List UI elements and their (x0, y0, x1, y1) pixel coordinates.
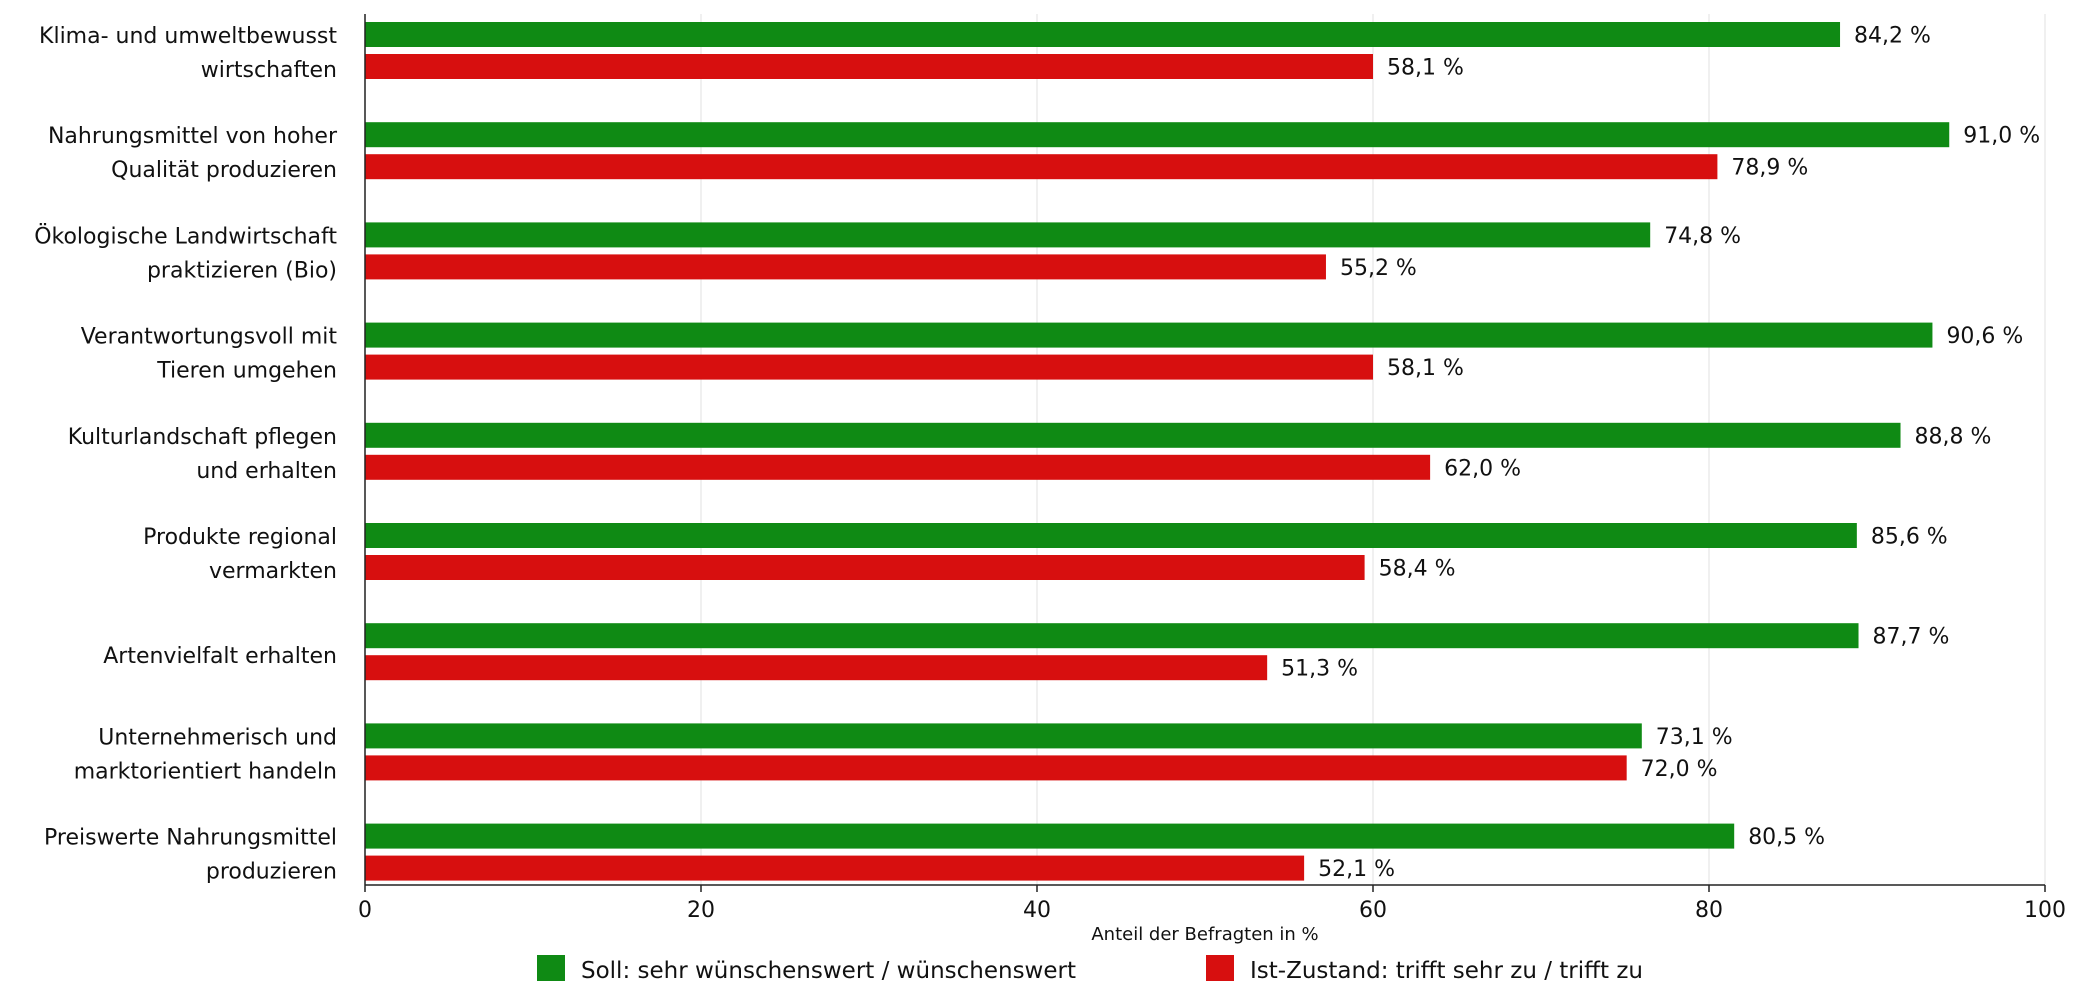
data-label-ist-0: 58,1 % (1387, 56, 1464, 81)
category-label-8-line-0: Preiswerte Nahrungsmittel (44, 826, 337, 851)
bar-ist-1 (365, 154, 1718, 180)
data-label-ist-4: 62,0 % (1444, 456, 1521, 481)
data-label-soll-7: 73,1 % (1656, 725, 1733, 750)
bar-ist-8 (365, 855, 1305, 881)
category-label-4-line-1: und erhalten (196, 459, 337, 484)
bar-ist-7 (365, 755, 1627, 781)
bar-soll-8 (365, 823, 1735, 849)
data-label-soll-4: 88,8 % (1915, 424, 1992, 449)
x-tick-label-4: 80 (1695, 898, 1723, 923)
data-label-soll-5: 85,6 % (1871, 525, 1948, 550)
bar-soll-5 (365, 523, 1857, 548)
data-label-soll-2: 74,8 % (1664, 224, 1741, 249)
data-label-ist-2: 55,2 % (1340, 256, 1417, 281)
bar-ist-3 (365, 354, 1373, 380)
bar-soll-2 (365, 222, 1651, 248)
category-label-0-line-0: Klima- und umweltbewusst (39, 24, 337, 49)
data-label-ist-3: 58,1 % (1387, 356, 1464, 381)
category-label-5-line-0: Produkte regional (143, 525, 337, 550)
data-label-ist-8: 52,1 % (1318, 857, 1395, 882)
legend-label-ist: Ist-Zustand: trifft sehr zu / trifft zu (1250, 958, 1643, 981)
legend-label-soll: Soll: sehr wünschenswert / wünschenswert (581, 958, 1076, 981)
data-label-ist-5: 58,4 % (1379, 557, 1456, 582)
bar-ist-2 (365, 254, 1326, 280)
legend-swatch-ist (1206, 955, 1234, 983)
data-label-soll-1: 91,0 % (1963, 124, 2040, 149)
category-label-0-line-1: wirtschaften (201, 58, 337, 83)
bar-ist-4 (365, 454, 1431, 480)
category-label-3-line-0: Verantwortungsvoll mit (81, 325, 338, 350)
x-tick-label-1: 20 (687, 898, 715, 923)
bar-soll-0 (365, 22, 1841, 47)
bar-soll-3 (365, 322, 1933, 348)
category-label-6: Artenvielfalt erhalten (103, 644, 337, 669)
data-label-soll-6: 87,7 % (1873, 625, 1950, 650)
x-tick-label-3: 60 (1359, 898, 1387, 923)
category-label-1-line-0: Nahrungsmittel von hoher (48, 124, 338, 149)
bar-soll-7 (365, 723, 1642, 749)
x-axis-title: Anteil der Befragten in % (1091, 924, 1318, 945)
x-tick-label-0: 0 (358, 898, 372, 923)
x-tick-label-5: 100 (2024, 898, 2066, 923)
category-label-8-line-1: produzieren (206, 860, 337, 885)
bar-soll-1 (365, 122, 1950, 148)
x-tick-label-2: 40 (1023, 898, 1051, 923)
data-label-ist-7: 72,0 % (1641, 757, 1718, 782)
bar-soll-4 (365, 422, 1901, 448)
legend-swatch-soll (537, 955, 565, 983)
bar-ist-0 (365, 54, 1373, 79)
category-label-3-line-1: Tieren umgehen (156, 359, 337, 384)
data-label-ist-1: 78,9 % (1731, 156, 1808, 181)
category-label-5-line-1: vermarkten (209, 559, 337, 584)
data-label-soll-0: 84,2 % (1854, 24, 1931, 49)
category-label-7-line-0: Unternehmerisch und (98, 725, 337, 750)
data-label-ist-6: 51,3 % (1281, 657, 1358, 682)
category-label-2-line-1: praktizieren (Bio) (147, 258, 337, 283)
bar-soll-6 (365, 623, 1859, 649)
data-label-soll-8: 80,5 % (1748, 825, 1825, 850)
bar-ist-5 (365, 555, 1365, 580)
category-label-2-line-0: Ökologische Landwirtschaft (34, 223, 337, 249)
data-label-soll-3: 90,6 % (1946, 324, 2023, 349)
bar-ist-6 (365, 655, 1268, 681)
category-label-7-line-1: marktorientiert handeln (74, 759, 337, 784)
category-label-1-line-1: Qualität produzieren (111, 158, 337, 183)
category-label-4-line-0: Kulturlandschaft pflegen (68, 425, 337, 450)
